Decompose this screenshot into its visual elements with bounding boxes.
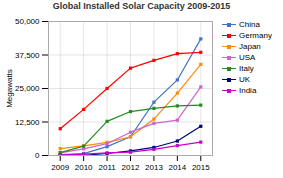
- html-text:Global Installed Solar Capacit: Global Installed Solar Capacity 2009-201…: [52, 1, 231, 11]
- svg-text:Megawatts: Megawatts: [5, 69, 14, 108]
- html-text:USA: USA: [239, 53, 256, 62]
- svg-text:2012: 2012: [122, 163, 140, 172]
- html-text:India: India: [239, 86, 257, 95]
- svg-text:2009: 2009: [51, 163, 69, 172]
- svg-text:2013: 2013: [145, 163, 163, 172]
- svg-text:37,500: 37,500: [15, 51, 40, 60]
- html-text:Italy: Italy: [239, 64, 254, 73]
- svg-text:12,500: 12,500: [15, 118, 40, 127]
- svg-text:2010: 2010: [75, 163, 93, 172]
- html-text:UK: UK: [239, 75, 251, 84]
- svg-text:2014: 2014: [168, 163, 186, 172]
- html-text:Germany: Germany: [239, 31, 272, 40]
- svg-text:25,000: 25,000: [15, 84, 40, 93]
- html-text:China: China: [239, 20, 260, 29]
- svg-text:0: 0: [35, 151, 40, 160]
- html-text:Japan: Japan: [239, 42, 261, 51]
- svg-text:2015: 2015: [192, 163, 210, 172]
- svg-text:50,000: 50,000: [15, 17, 40, 26]
- svg-text:2011: 2011: [98, 163, 116, 172]
